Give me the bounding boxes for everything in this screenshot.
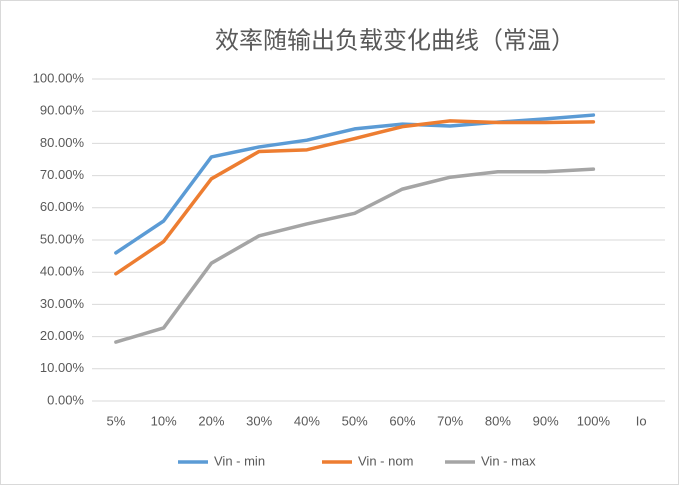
x-tick-label: 5% (106, 413, 125, 428)
y-tick-label: 60.00% (40, 199, 85, 214)
y-tick-label: 70.00% (40, 167, 85, 182)
y-tick-label: 50.00% (40, 231, 85, 246)
x-tick-label: 80% (485, 413, 511, 428)
x-tick-label: 60% (389, 413, 415, 428)
x-tick-label: 90% (533, 413, 559, 428)
y-tick-label: 30.00% (40, 296, 85, 311)
legend-label: Vin - max (481, 453, 536, 468)
y-tick-label: 100.00% (33, 70, 85, 85)
y-tick-label: 40.00% (40, 264, 85, 279)
legend-label: Vin - nom (358, 453, 413, 468)
x-tick-label: 70% (437, 413, 463, 428)
chart-title: 效率随输出负载变化曲线（常温） (215, 27, 575, 54)
y-tick-label: 80.00% (40, 135, 85, 150)
x-tick-label: 100% (577, 413, 611, 428)
y-tick-label: 90.00% (40, 103, 85, 118)
series-line (114, 167, 596, 344)
x-tick-label: 50% (342, 413, 368, 428)
y-tick-label: 0.00% (47, 392, 84, 407)
y-tick-label: 10.00% (40, 360, 85, 375)
x-tick-label: 30% (246, 413, 272, 428)
x-tick-label: 10% (151, 413, 177, 428)
series-line (114, 119, 596, 276)
y-tick-label: 20.00% (40, 328, 85, 343)
x-axis-label: Io (636, 413, 647, 428)
legend-label: Vin - min (214, 453, 265, 468)
x-tick-label: 40% (294, 413, 320, 428)
x-tick-label: 20% (198, 413, 224, 428)
